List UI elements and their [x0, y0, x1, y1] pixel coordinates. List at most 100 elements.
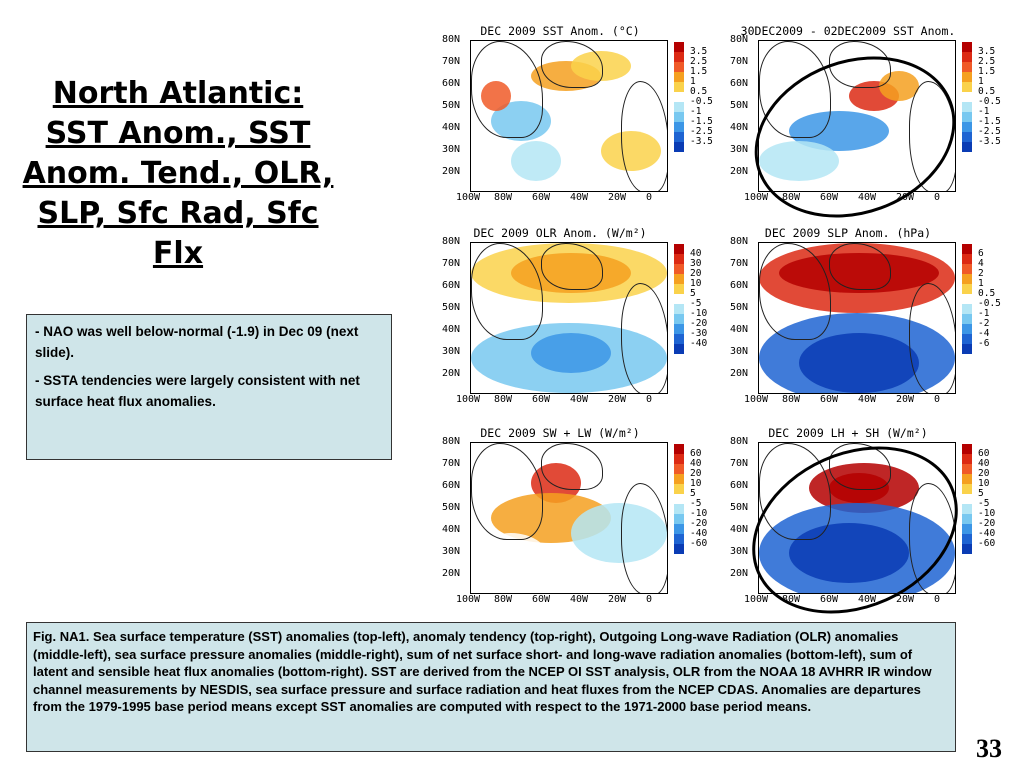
lon-tick-label: 20W	[608, 192, 627, 203]
colorbar-swatch	[674, 52, 684, 62]
coastline	[829, 443, 891, 490]
colorbar-label: 1.5	[690, 66, 708, 77]
colorbar-swatch	[962, 304, 972, 314]
map-panel-1: DEC 2009 SST Anom. (°C) 80N 70N 60N 50N 40N 30…	[440, 24, 730, 210]
lon-tick-label: 40W	[858, 594, 877, 605]
colorbar-label: -1	[690, 106, 702, 117]
lat-tick-label: 50N	[442, 502, 461, 513]
lon-tick-label: 0	[646, 394, 653, 405]
lat-tick-label: 40N	[730, 122, 749, 133]
colorbar-swatch	[962, 52, 972, 62]
colorbar-swatch	[674, 464, 684, 474]
colorbar-label: 0.5	[690, 86, 708, 97]
lon-tick-label: 80W	[782, 394, 801, 405]
lon-tick-label: 40W	[570, 192, 589, 203]
coastline	[621, 283, 667, 393]
lat-tick-label: 20N	[442, 166, 461, 177]
colorbar-label: -40	[978, 528, 996, 539]
colorbar-swatch	[962, 534, 972, 544]
coastline	[759, 243, 831, 340]
lon-tick-label: 20W	[896, 394, 915, 405]
lat-tick-label: 70N	[442, 258, 461, 269]
lat-tick-label: 50N	[730, 100, 749, 111]
lat-tick-label: 40N	[730, 524, 749, 535]
lon-tick-label: 100W	[744, 192, 769, 203]
lat-tick-label: 80N	[730, 236, 749, 247]
colorbar-swatch	[962, 294, 972, 304]
colorbar-swatch	[674, 92, 684, 102]
coastline	[909, 81, 955, 191]
colorbar	[674, 42, 684, 152]
colorbar-label: 2	[978, 268, 984, 279]
colorbar-swatch	[674, 324, 684, 334]
colorbar-swatch	[674, 244, 684, 254]
slide-title: North Atlantic: SST Anom., SST Anom. Ten…	[22, 76, 334, 271]
coastline	[471, 41, 543, 138]
colorbar-swatch	[674, 142, 684, 152]
lat-tick-label: 20N	[442, 568, 461, 579]
lat-tick-label: 40N	[442, 524, 461, 535]
map-panel-3: DEC 2009 OLR Anom. (W/m²) 80N 70N 60N 50N 40N…	[440, 226, 730, 412]
colorbar-label: 60	[690, 448, 702, 459]
lon-tick-label: 100W	[744, 594, 769, 605]
lon-tick-label: 20W	[896, 192, 915, 203]
colorbar-label: 40	[690, 248, 702, 259]
colorbar-label: 30	[690, 258, 702, 269]
bullet-ssta: - SSTA tendencies were largely consisten…	[35, 373, 360, 409]
lon-tick-label: 80W	[494, 192, 513, 203]
lat-tick-label: 60N	[442, 480, 461, 491]
colorbar-swatch	[674, 494, 684, 504]
colorbar-label: 10	[690, 278, 702, 289]
colorbar-label: 2.5	[690, 56, 708, 67]
coastline	[471, 443, 543, 540]
panel-title: DEC 2009 SW + LW (W/m²)	[480, 426, 640, 440]
coastline	[759, 443, 831, 540]
lat-tick-label: 60N	[442, 78, 461, 89]
colorbar-swatch	[962, 544, 972, 554]
coastline	[829, 41, 891, 88]
colorbar-swatch	[674, 474, 684, 484]
colorbar-label: -4	[978, 328, 990, 339]
colorbar	[962, 444, 972, 554]
lon-tick-label: 60W	[820, 594, 839, 605]
colorbar-label: -10	[978, 508, 996, 519]
colorbar-swatch	[674, 264, 684, 274]
lon-tick-label: 0	[934, 394, 941, 405]
lat-tick-label: 30N	[442, 346, 461, 357]
colorbar-swatch	[674, 344, 684, 354]
lon-tick-label: 80W	[494, 394, 513, 405]
lat-tick-label: 30N	[730, 144, 749, 155]
colorbar-label: -40	[690, 338, 708, 349]
colorbar-label: 20	[978, 468, 990, 479]
lon-tick-label: 80W	[494, 594, 513, 605]
lon-tick-label: 20W	[608, 594, 627, 605]
colorbar-swatch	[962, 102, 972, 112]
page-number: 33	[976, 734, 1002, 763]
lon-tick-label: 60W	[532, 192, 551, 203]
colorbar-swatch	[674, 112, 684, 122]
lat-tick-label: 70N	[730, 258, 749, 269]
colorbar-label: -1.5	[978, 116, 1001, 127]
lon-tick-label: 60W	[820, 394, 839, 405]
colorbar-label: -20	[690, 518, 708, 529]
colorbar-swatch	[962, 62, 972, 72]
colorbar-label: 3.5	[690, 46, 708, 57]
colorbar-label: 20	[690, 468, 702, 479]
colorbar-label: 5	[690, 488, 696, 499]
colorbar-swatch	[674, 534, 684, 544]
colorbar	[962, 244, 972, 354]
colorbar-label: 4	[978, 258, 984, 269]
colorbar-swatch	[962, 284, 972, 294]
lat-tick-label: 40N	[442, 122, 461, 133]
colorbar-swatch	[962, 514, 972, 524]
anomaly-region	[759, 141, 839, 181]
colorbar-label: 10	[690, 478, 702, 489]
coastline	[541, 41, 603, 88]
lon-tick-label: 100W	[456, 394, 481, 405]
panel-title: DEC 2009 OLR Anom. (W/m²)	[473, 226, 647, 240]
colorbar-label: -0.5	[690, 96, 713, 107]
anomaly-map	[470, 442, 668, 594]
colorbar-label: 3.5	[978, 46, 996, 57]
bullet-nao: - NAO was well below-normal (-1.9) in De…	[35, 324, 359, 360]
lon-tick-label: 80W	[782, 594, 801, 605]
